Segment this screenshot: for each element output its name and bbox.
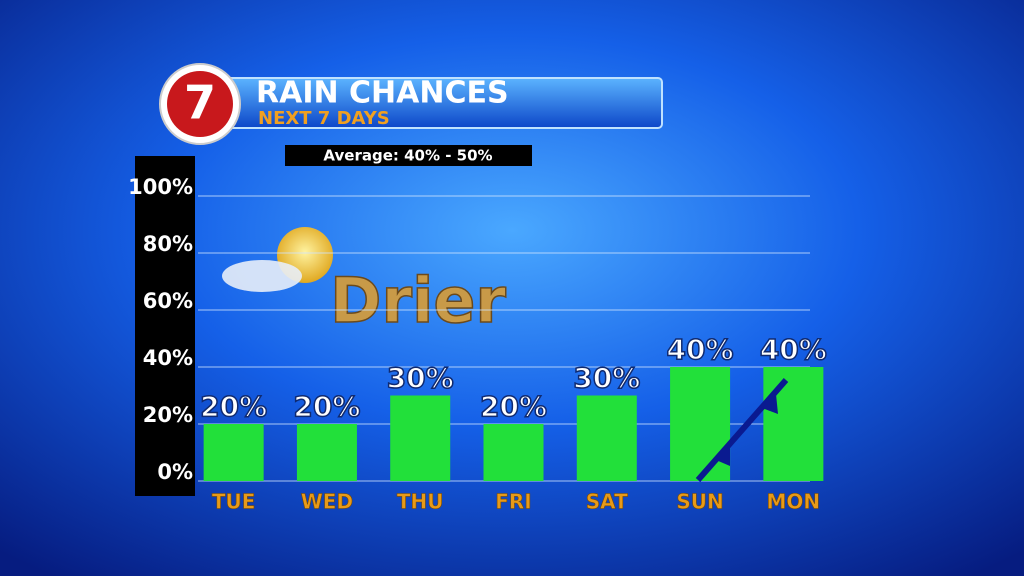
bar [576,395,637,481]
annotation-box [285,145,532,166]
x-tick-label: TUE [212,490,256,514]
logo-disc [167,71,233,137]
x-tick-label: THU [397,490,444,514]
x-tick-label: SAT [586,490,628,514]
y-tick-label: 40% [143,346,193,370]
y-tick-label: 80% [143,232,193,256]
y-tick-label: 0% [157,460,193,484]
value-label: 30% [387,362,454,395]
cloud-icon [222,260,302,292]
y-axis-panel [135,156,195,496]
logo: 7 [184,76,216,130]
bar [670,367,731,481]
plot: 0% 20% 40% 60% 80% 100% TUE 20% WED 20% THU 30% FRI 2… [128,175,828,514]
front-line [695,378,789,482]
value-label: 30% [573,362,640,395]
bar [296,424,357,481]
value-label: 20% [293,390,360,423]
bar [203,424,264,481]
x-tick-label: SUN [676,490,723,514]
chart-title: RAIN CHANCES [256,76,509,111]
chart-subtitle: NEXT 7 DAYS [258,108,390,129]
bars [203,367,824,481]
bar [763,367,824,481]
annotation: Drier [330,264,506,337]
annotation: Average: 40% - 50% [323,147,492,165]
y-tick-label: 100% [128,175,193,199]
front-tooth [762,394,778,414]
y-tick-label: 60% [143,289,193,313]
bar [390,395,451,481]
value-label: 20% [480,390,547,423]
front-tooth [716,446,730,466]
cold-front [695,378,789,482]
y-tick-label: 20% [143,403,193,427]
x-tick-label: WED [301,490,353,514]
value-label: 40% [667,333,734,366]
bar [483,424,544,481]
value-label: 40% [760,333,827,366]
x-tick-label: MON [767,490,821,514]
x-tick-label: FRI [495,490,532,514]
value-label: 20% [200,390,267,423]
